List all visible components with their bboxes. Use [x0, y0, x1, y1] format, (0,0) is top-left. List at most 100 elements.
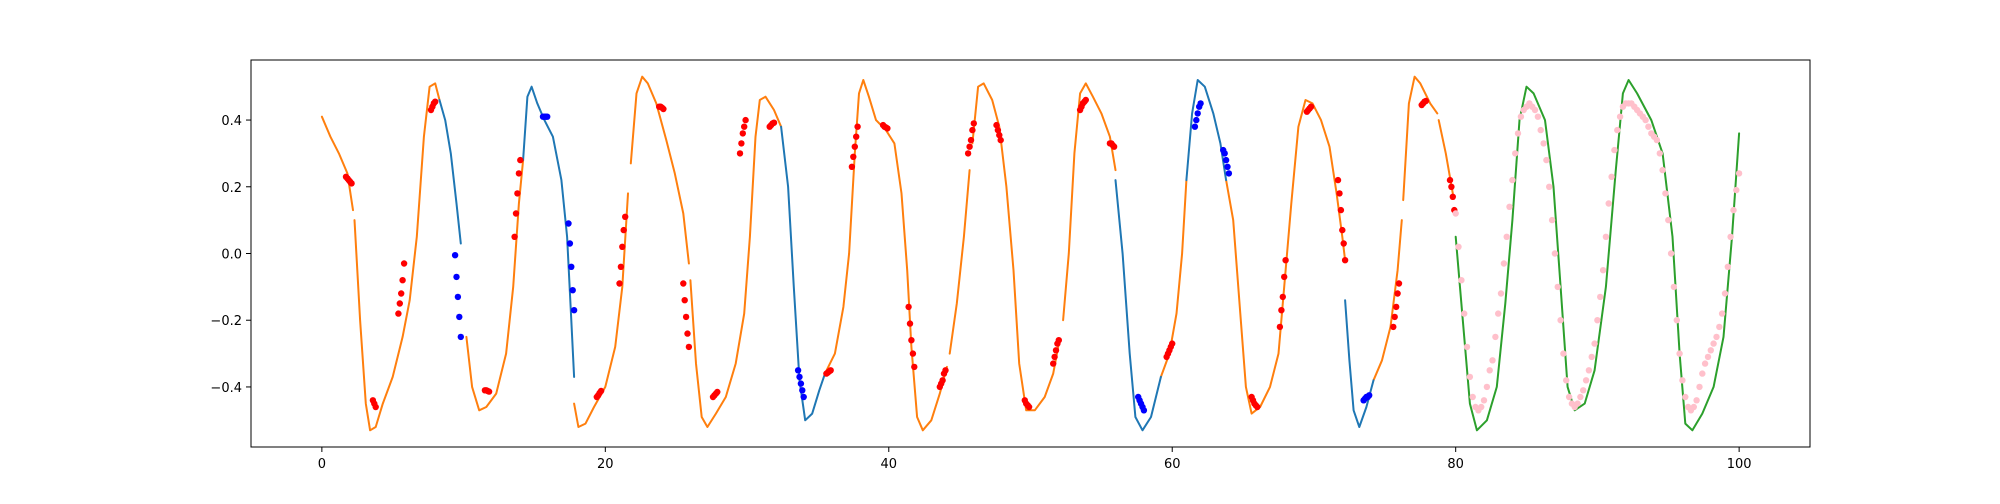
- series-3-marker-83: [969, 126, 976, 134]
- series-3-marker-12: [400, 260, 408, 267]
- series-1-line-segment-3: [1114, 179, 1162, 432]
- series-5-marker-18: [1503, 233, 1510, 240]
- x-tick-label-4: 80: [1447, 457, 1464, 472]
- series-0-line-segment-8: [971, 82, 1060, 412]
- series-5-marker-98: [1730, 206, 1737, 214]
- series-3-marker-20: [485, 388, 493, 395]
- series-5-marker-93: [1716, 323, 1723, 331]
- x-tick-label-1: 20: [597, 457, 614, 472]
- series-3-marker-70: [905, 303, 912, 311]
- series-3-marker-29: [597, 387, 605, 395]
- series-3-marker-71: [906, 320, 914, 327]
- series-5-marker-80: [1679, 377, 1686, 384]
- series-5-marker-43: [1574, 400, 1581, 407]
- series-3-marker-86: [994, 126, 1002, 134]
- series-5-marker-1: [1455, 243, 1462, 250]
- x-tick-label-3: 60: [1164, 457, 1181, 472]
- series-3-marker-85: [993, 121, 1000, 129]
- series-5-marker-29: [1534, 113, 1542, 120]
- series-5-marker-55: [1608, 173, 1615, 180]
- series-4-marker-12: [569, 287, 576, 294]
- series-4-marker-23: [1140, 407, 1148, 414]
- series-0-line-segment-0: [320, 115, 354, 212]
- series-3-marker-141: [1446, 176, 1454, 184]
- series-3-marker-132: [1390, 323, 1397, 331]
- series-5-marker-77: [1670, 283, 1678, 291]
- series-5-marker-17: [1500, 260, 1508, 267]
- series-5-marker-0: [1452, 210, 1459, 217]
- series-5-marker-21: [1512, 150, 1519, 157]
- series-5-marker-45: [1580, 387, 1587, 394]
- series-5-marker-15: [1495, 310, 1502, 317]
- series-5-marker-35: [1551, 250, 1559, 257]
- y-tick-label-2: 0.0: [221, 248, 242, 263]
- series-3-marker-133: [1391, 313, 1398, 321]
- series-5-marker-38: [1560, 350, 1567, 357]
- series-4-marker-11: [568, 263, 575, 270]
- series-3-marker-50: [739, 130, 746, 137]
- x-tick-label-5: 100: [1727, 457, 1752, 472]
- series-3-marker-126: [1334, 176, 1342, 184]
- series-5-marker-32: [1543, 156, 1550, 164]
- series-3-marker-48: [736, 150, 744, 157]
- series-0-line-segment-2: [465, 159, 525, 412]
- series-4-marker-16: [797, 380, 805, 387]
- series-3-marker-130: [1340, 240, 1347, 247]
- series-5-marker-48: [1588, 353, 1595, 361]
- series-markers: [342, 96, 1743, 414]
- series-5-marker-5: [1466, 373, 1474, 381]
- series-5-marker-37: [1557, 317, 1564, 324]
- series-5-marker-34: [1548, 216, 1556, 224]
- series-5-marker-49: [1591, 340, 1598, 347]
- series-5-marker-19: [1506, 203, 1513, 210]
- series-5-marker-92: [1713, 333, 1720, 341]
- series-5-marker-44: [1577, 393, 1584, 401]
- series-3-marker-62: [850, 153, 857, 160]
- series-3-marker-106: [1110, 143, 1118, 150]
- series-3-marker-121: [1282, 257, 1289, 264]
- y-tick-label-1: −0.2: [210, 314, 242, 329]
- series-3-marker-140: [1422, 97, 1430, 105]
- series-5-marker-86: [1696, 383, 1703, 391]
- series-5-marker-87: [1699, 370, 1706, 377]
- series-3-marker-40: [681, 297, 688, 304]
- series-0-line-segment-1: [353, 82, 441, 432]
- series-5-marker-81: [1682, 393, 1689, 401]
- series-5-marker-12: [1486, 367, 1493, 374]
- series-5-marker-79: [1676, 350, 1683, 357]
- series-1-line-segment-4: [1185, 79, 1228, 182]
- series-3-marker-41: [682, 313, 690, 321]
- series-5-marker-11: [1483, 383, 1491, 391]
- series-3-marker-136: [1395, 280, 1403, 287]
- series-3-marker-8: [395, 310, 402, 317]
- series-3-marker-60: [827, 367, 834, 374]
- series-1-line-segment-1: [522, 85, 576, 378]
- series-3-marker-102: [1082, 96, 1090, 104]
- series-5-marker-96: [1724, 263, 1732, 270]
- series-0-line-segment-4: [629, 75, 690, 265]
- y-axis: −0.4 −0.2 0.0 0.2 0.4: [210, 114, 251, 396]
- series-4-marker-8: [544, 113, 551, 120]
- series-5-marker-68: [1645, 123, 1652, 130]
- series-3-marker-119: [1279, 293, 1287, 301]
- series-4-marker-2: [454, 293, 462, 301]
- series-4-marker-28: [1197, 100, 1204, 107]
- series-5-marker-39: [1563, 377, 1570, 384]
- series-3-marker-127: [1336, 190, 1343, 197]
- series-4-marker-24: [1191, 123, 1199, 130]
- series-5-marker-28: [1531, 106, 1539, 114]
- series-4-marker-25: [1193, 116, 1200, 124]
- series-3-marker-69: [884, 125, 891, 132]
- series-0-line-segment-13: [1402, 75, 1439, 202]
- series-3-marker-143: [1449, 193, 1457, 200]
- series-5-marker-84: [1690, 403, 1698, 411]
- series-5-marker-88: [1701, 360, 1709, 367]
- series-3-marker-116: [1254, 403, 1261, 411]
- series-3-marker-131: [1341, 257, 1349, 264]
- series-4-marker-3: [456, 313, 463, 321]
- series-4-marker-33: [1225, 170, 1233, 177]
- series-5-marker-100: [1735, 170, 1743, 177]
- series-0-line-segment-11: [1225, 99, 1347, 415]
- series-3-marker-125: [1307, 103, 1315, 110]
